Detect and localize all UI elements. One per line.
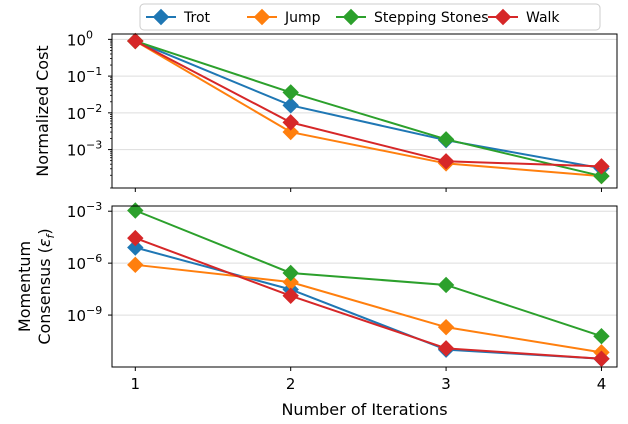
data-point-jump [127, 256, 144, 274]
y-tick-label: 10 [67, 105, 86, 123]
y-tick-exponent: −3 [86, 200, 102, 213]
series-line-jump [135, 263, 602, 354]
series-line-stepping-stones [134, 209, 602, 338]
legend-label-walk: Walk [526, 10, 560, 26]
series-line-walk [134, 40, 602, 168]
series-line-walk [134, 237, 602, 360]
legend-label-stepping-stones: Stepping Stones [374, 10, 489, 26]
y-tick-exponent: 0 [86, 28, 93, 41]
y-tick-exponent: −3 [86, 139, 102, 152]
x-tick-label: 4 [597, 375, 607, 393]
series-line-jump [134, 40, 602, 178]
x-tick-label: 2 [286, 375, 296, 393]
data-point-walk [593, 350, 610, 367]
x-axis-label: Number of Iterations [281, 400, 447, 419]
data-point-walk [437, 153, 455, 170]
x-tick-label: 3 [441, 375, 451, 393]
data-point-jump [437, 318, 455, 336]
y-tick-label: 10 [67, 255, 86, 273]
y-tick-exponent: −1 [86, 65, 102, 78]
data-point-walk [127, 32, 144, 50]
y-axis-label: Normalized Cost [33, 45, 52, 176]
y-tick-label: 10 [67, 203, 86, 221]
data-point-trot [127, 239, 144, 256]
legend-label-trot: Trot [183, 10, 211, 26]
y-tick-label: 10 [67, 68, 86, 86]
legend-box [139, 3, 601, 31]
data-point-jump [282, 123, 299, 141]
plot-frame [111, 33, 618, 189]
data-point-stepping-stones [282, 264, 299, 282]
legend-marker-stepping-stones [342, 8, 360, 26]
y-tick-exponent: −6 [86, 252, 102, 265]
data-point-walk [593, 158, 610, 175]
y-tick-exponent: −9 [86, 304, 102, 317]
data-point-stepping-stones [593, 328, 610, 345]
legend-label-jump: Jump [284, 10, 321, 26]
series-line-stepping-stones [134, 40, 602, 178]
data-point-walk [282, 114, 299, 131]
data-point-stepping-stones [593, 167, 610, 185]
data-point-stepping-stones [437, 131, 455, 148]
y-tick-label: 10 [67, 307, 86, 325]
data-point-stepping-stones [282, 84, 299, 101]
legend: Trot Jump Stepping Stones Walk [139, 3, 601, 31]
data-point-walk [282, 287, 299, 304]
legend-marker-jump [253, 8, 271, 26]
data-point-walk [127, 229, 144, 247]
legend-marker-trot [152, 8, 170, 26]
data-point-stepping-stones [437, 276, 455, 294]
plot-frame [111, 205, 618, 368]
data-point-stepping-stones [127, 202, 144, 219]
y-tick-exponent: −2 [86, 102, 102, 115]
y-axis-label-line1: Momentum [15, 241, 34, 332]
x-tick-label: 1 [131, 375, 141, 393]
data-point-trot [282, 97, 299, 114]
y-axis-label-line2: Consensus (εf) [35, 228, 57, 344]
legend-marker-walk [494, 8, 512, 26]
series-line-trot [134, 40, 602, 170]
y-tick-label: 10 [67, 31, 86, 49]
y-tick-label: 10 [67, 142, 86, 160]
data-point-walk [437, 340, 455, 357]
